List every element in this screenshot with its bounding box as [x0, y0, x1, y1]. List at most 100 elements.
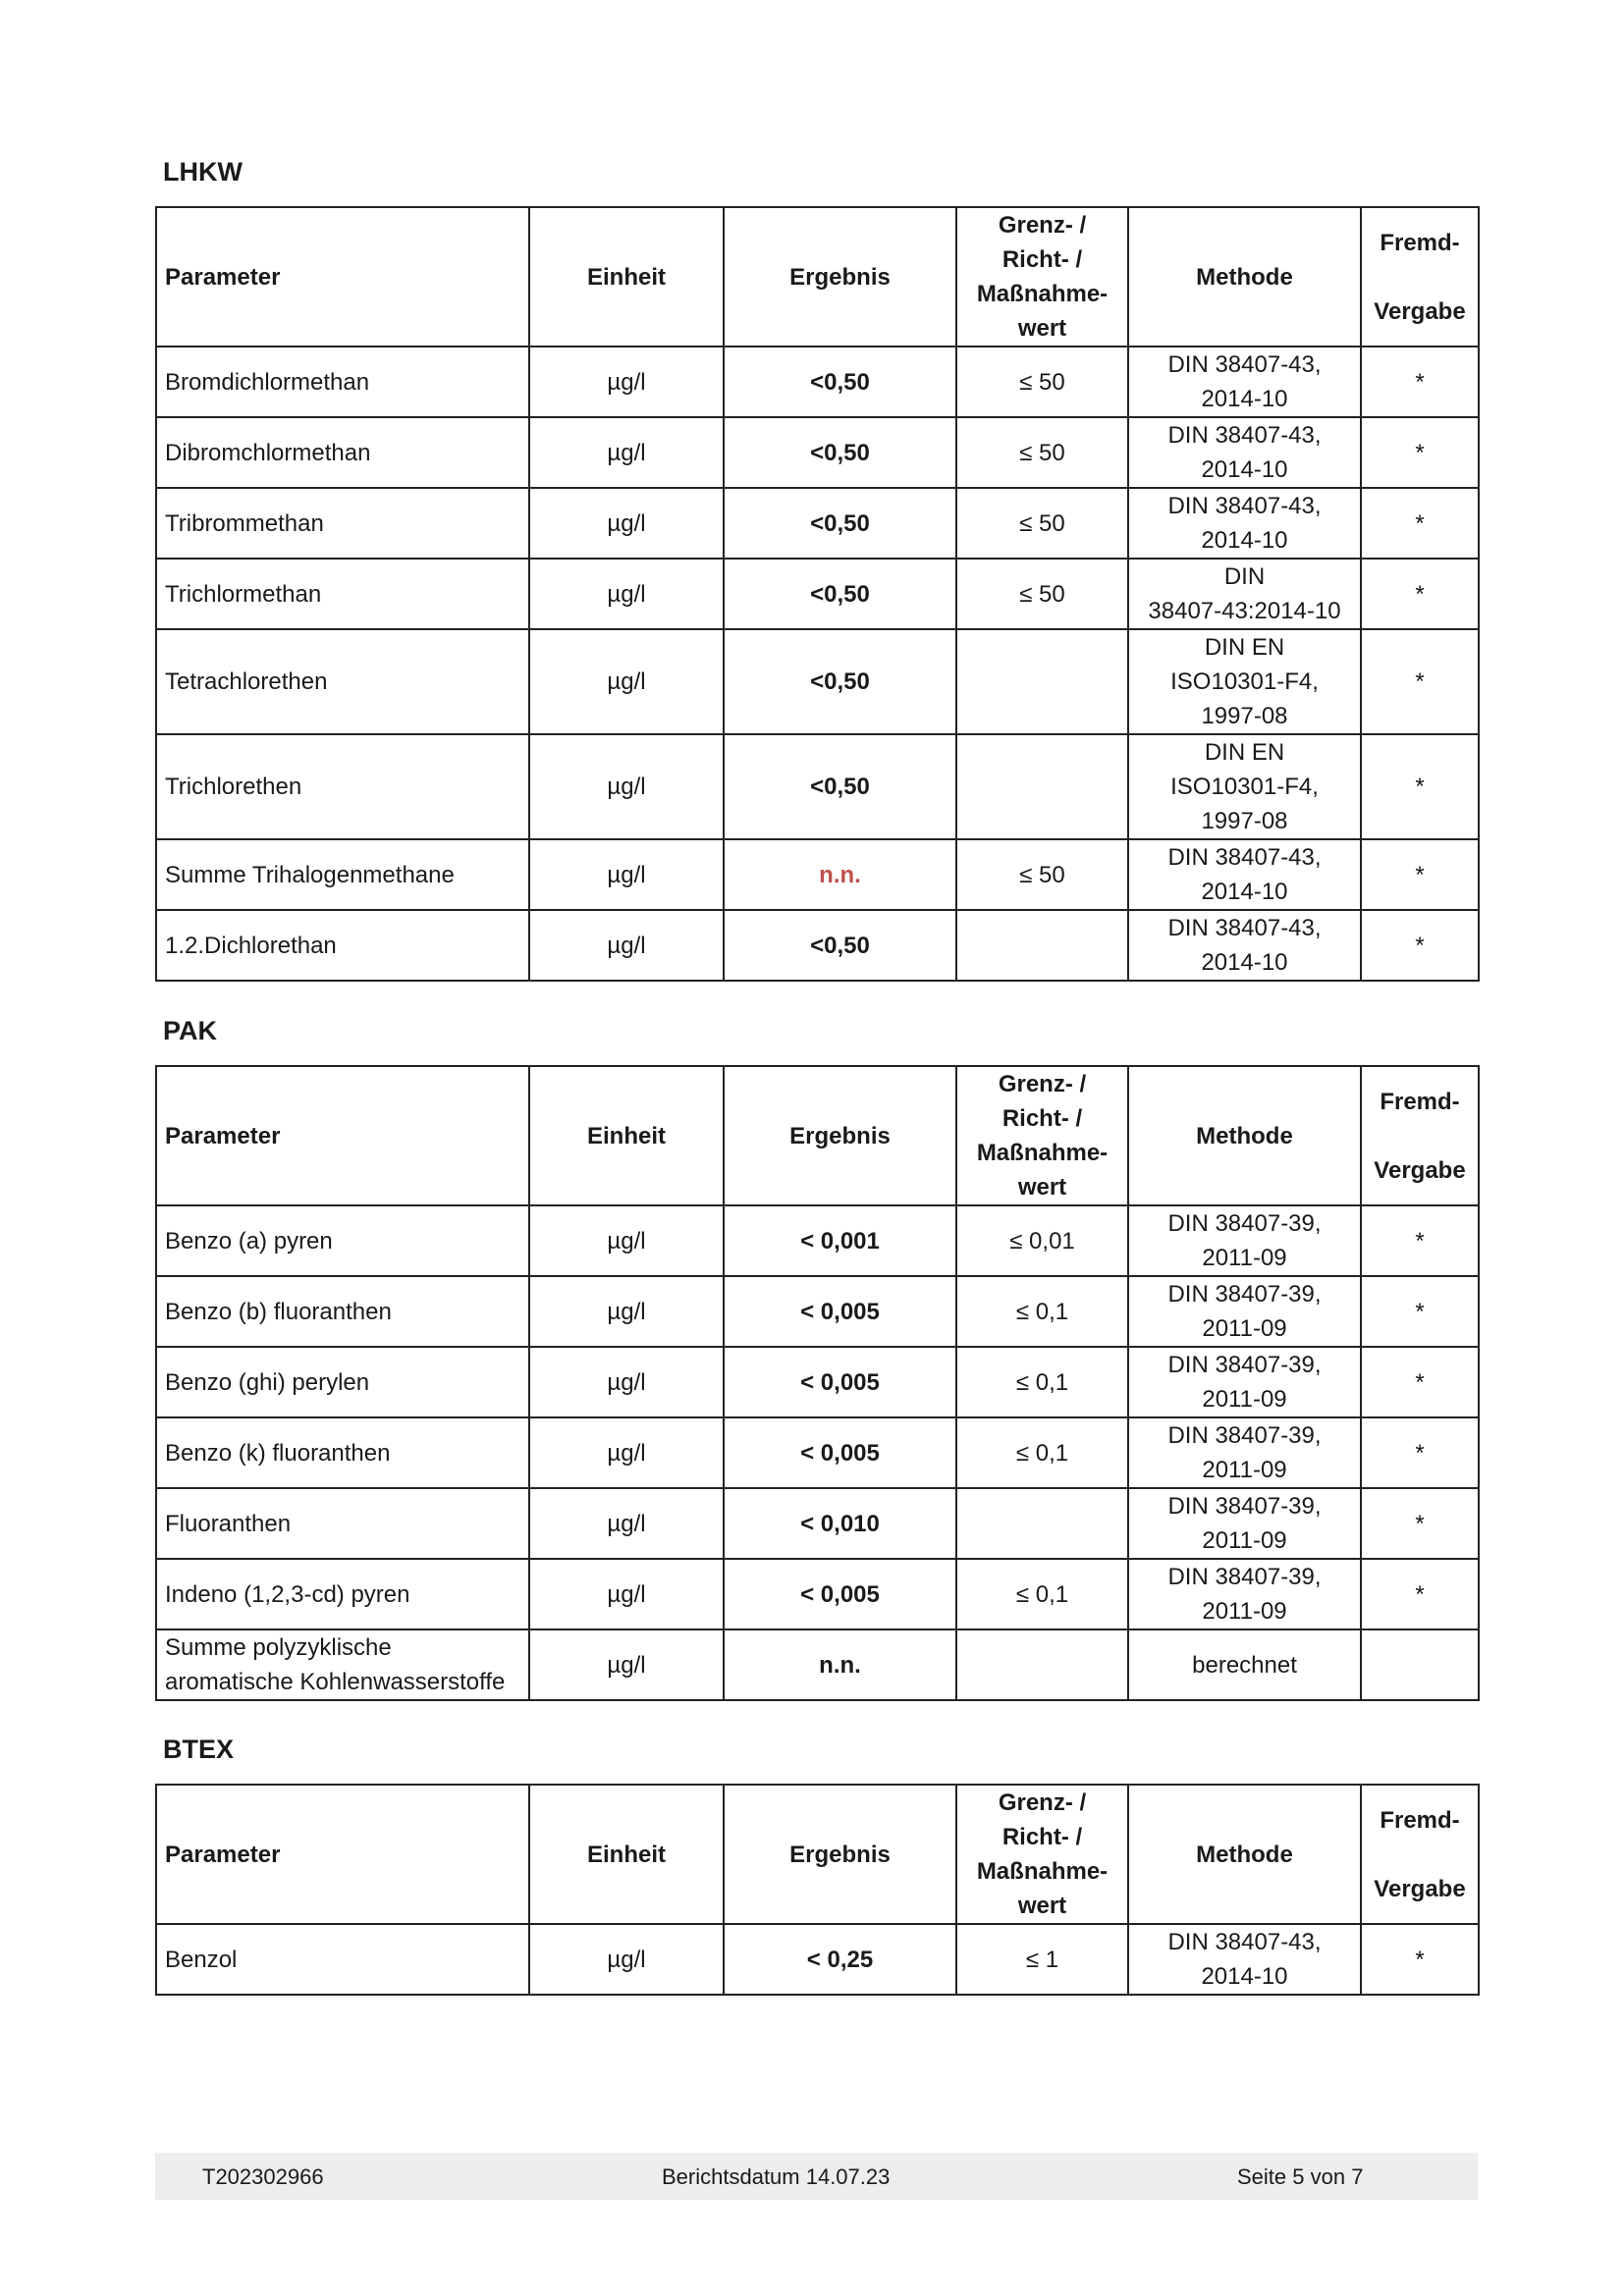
- cell-fremdvergabe: *: [1360, 838, 1480, 911]
- report-id: T202302966: [202, 2164, 324, 2189]
- cell-parameter: Summe Trihalogenmethane: [155, 838, 530, 911]
- table-row: Dibromchlormethan µg/l <0,50 ≤ 50 DIN 38407-…: [155, 416, 1480, 489]
- cell-einheit: µg/l: [528, 909, 725, 982]
- cell-fremdvergabe: *: [1360, 1346, 1480, 1418]
- cell-methode: DIN EN ISO10301-F4, 1997-08: [1127, 733, 1362, 840]
- text-line: DIN EN: [1204, 739, 1285, 766]
- table-row: Benzo (b) fluoranthen µg/l < 0,005 ≤ 0,1 DIN…: [155, 1275, 1480, 1348]
- text-line: Grenz- /: [998, 1789, 1087, 1816]
- text-line: DIN 38407-43,: [1167, 351, 1322, 378]
- text-line: DIN 38407-39,: [1167, 1352, 1322, 1378]
- cell-fremdvergabe: *: [1360, 1416, 1480, 1489]
- table-row: Bromdichlormethan µg/l <0,50 ≤ 50 DIN 38407-…: [155, 346, 1480, 418]
- table-row: Fluoranthen µg/l < 0,010 DIN 38407-39, 2011-…: [155, 1487, 1480, 1560]
- cell-methode: DIN 38407-39, 2011-09: [1127, 1346, 1362, 1418]
- cell-einheit: µg/l: [528, 346, 725, 418]
- cell-fremdvergabe: *: [1360, 1558, 1480, 1630]
- cell-grenzwert: [955, 1629, 1129, 1701]
- text-line: DIN 38407-39,: [1167, 1564, 1322, 1590]
- header-ergebnis: Ergebnis: [723, 206, 957, 347]
- header-grenzwert: Grenz- / Richt- / Maßnahme-wert: [955, 1065, 1129, 1206]
- text-line: 1997-08: [1201, 703, 1288, 729]
- cell-ergebnis: < 0,001: [723, 1204, 957, 1277]
- text-line: Vergabe: [1374, 1875, 1466, 1902]
- header-grenzwert: Grenz- / Richt- / Maßnahme-wert: [955, 206, 1129, 347]
- table-header-row: Parameter Einheit Ergebnis Grenz- / Richt- /…: [155, 206, 1480, 347]
- cell-fremdvergabe: *: [1360, 1487, 1480, 1560]
- text-line: 2014-10: [1201, 527, 1288, 554]
- cell-ergebnis: <0,50: [723, 558, 957, 630]
- cell-fremdvergabe: *: [1360, 628, 1480, 735]
- header-fremdvergabe: Fremd- Vergabe: [1360, 206, 1480, 347]
- cell-grenzwert: ≤ 0,1: [955, 1416, 1129, 1489]
- page-number: Seite 5 von 7: [1237, 2164, 1364, 2189]
- text-line: Richt- /: [1001, 1105, 1083, 1132]
- cell-fremdvergabe: *: [1360, 1923, 1480, 1996]
- cell-ergebnis: <0,50: [723, 628, 957, 735]
- text-line: 38407-43:2014-10: [1148, 598, 1341, 624]
- cell-grenzwert: ≤ 50: [955, 838, 1129, 911]
- cell-fremdvergabe: *: [1360, 416, 1480, 489]
- header-parameter: Parameter: [155, 1784, 530, 1925]
- cell-parameter: Summe polyzyklische aromatische Kohlenwa…: [155, 1629, 530, 1701]
- cell-parameter: Indeno (1,2,3-cd) pyren: [155, 1558, 530, 1630]
- cell-grenzwert: ≤ 0,1: [955, 1346, 1129, 1418]
- header-parameter: Parameter: [155, 1065, 530, 1206]
- results-table-lhkw: Parameter Einheit Ergebnis Grenz- / Richt- /…: [155, 206, 1480, 982]
- cell-methode: DIN 38407-39, 2011-09: [1127, 1204, 1362, 1277]
- cell-grenzwert: [955, 733, 1129, 840]
- text-line: 2011-09: [1202, 1598, 1287, 1625]
- text-line: Vergabe: [1374, 297, 1466, 325]
- cell-methode: DIN 38407-39, 2011-09: [1127, 1416, 1362, 1489]
- cell-grenzwert: ≤ 50: [955, 558, 1129, 630]
- cell-grenzwert: [955, 628, 1129, 735]
- text-line: 2014-10: [1201, 949, 1288, 976]
- text-line: ISO10301-F4,: [1170, 774, 1319, 800]
- cell-parameter: Bromdichlormethan: [155, 346, 530, 418]
- text-line: Vergabe: [1374, 1156, 1466, 1184]
- cell-methode: DIN 38407-43, 2014-10: [1127, 909, 1362, 982]
- cell-einheit: µg/l: [528, 1275, 725, 1348]
- cell-einheit: µg/l: [528, 1204, 725, 1277]
- cell-ergebnis: < 0,010: [723, 1487, 957, 1560]
- header-fremdvergabe: Fremd- Vergabe: [1360, 1784, 1480, 1925]
- text-line: Maßnahme-: [976, 1858, 1109, 1885]
- text-line: Maßnahme-: [976, 281, 1109, 307]
- text-line: 2014-10: [1201, 879, 1288, 905]
- text-line: DIN 38407-39,: [1167, 1281, 1322, 1308]
- text-line: ISO10301-F4,: [1170, 668, 1319, 695]
- text-line: DIN EN: [1204, 634, 1285, 661]
- cell-fremdvergabe: [1360, 1629, 1480, 1701]
- cell-einheit: µg/l: [528, 487, 725, 560]
- table-row: Benzol µg/l < 0,25 ≤ 1 DIN 38407-43, 2014-10 *: [155, 1923, 1480, 1996]
- cell-parameter: Tetrachlorethen: [155, 628, 530, 735]
- cell-ergebnis: < 0,005: [723, 1558, 957, 1630]
- text-line: 2011-09: [1202, 1315, 1287, 1342]
- table-row: Trichlorethen µg/l <0,50 DIN EN ISO10301-F4,…: [155, 733, 1480, 840]
- text-line: DIN: [1223, 563, 1266, 590]
- cell-grenzwert: [955, 1487, 1129, 1560]
- text-line: 2011-09: [1202, 1457, 1287, 1483]
- table-row: Summe Trihalogenmethane µg/l n.n. ≤ 50 DIN 3…: [155, 838, 1480, 911]
- cell-ergebnis: < 0,005: [723, 1416, 957, 1489]
- cell-methode: DIN 38407-43, 2014-10: [1127, 346, 1362, 418]
- text-line: Richt- /: [1001, 1824, 1083, 1850]
- cell-einheit: µg/l: [528, 628, 725, 735]
- text-line: DIN 38407-39,: [1167, 1210, 1322, 1237]
- table-row: Indeno (1,2,3-cd) pyren µg/l < 0,005 ≤ 0,1 D…: [155, 1558, 1480, 1630]
- cell-fremdvergabe: *: [1360, 558, 1480, 630]
- cell-grenzwert: [955, 909, 1129, 982]
- cell-grenzwert: ≤ 50: [955, 416, 1129, 489]
- cell-einheit: µg/l: [528, 838, 725, 911]
- cell-fremdvergabe: *: [1360, 1204, 1480, 1277]
- text-line: Maßnahme-: [976, 1140, 1109, 1166]
- cell-ergebnis: n.n.: [723, 1629, 957, 1701]
- cell-parameter: Benzo (ghi) perylen: [155, 1346, 530, 1418]
- cell-ergebnis: <0,50: [723, 416, 957, 489]
- header-methode: Methode: [1127, 206, 1362, 347]
- cell-grenzwert: ≤ 50: [955, 487, 1129, 560]
- cell-ergebnis: < 0,005: [723, 1275, 957, 1348]
- header-einheit: Einheit: [528, 1065, 725, 1206]
- results-table-btex: Parameter Einheit Ergebnis Grenz- / Richt- /…: [155, 1784, 1480, 1996]
- header-parameter: Parameter: [155, 206, 530, 347]
